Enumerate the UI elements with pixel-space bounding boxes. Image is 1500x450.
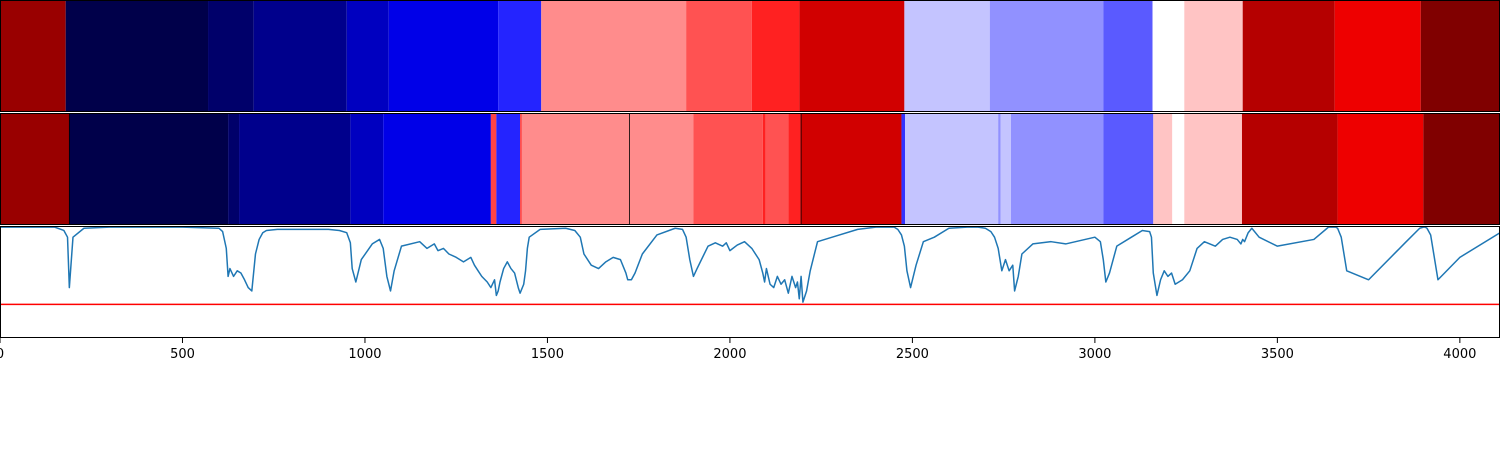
heatmap-segment: [239, 113, 351, 225]
x-tick-label: 0: [0, 347, 4, 362]
heatmap-segment: [1152, 0, 1185, 112]
heatmap-segment: [1420, 0, 1500, 112]
heatmap-strip-top: [0, 0, 1500, 112]
heatmap-segment: [901, 113, 906, 225]
series-line: [0, 226, 1500, 303]
heatmap-segment: [788, 113, 802, 225]
heatmap-segment: [762, 113, 766, 225]
heatmap-segment: [998, 113, 1001, 225]
heatmap-segment: [490, 113, 497, 225]
x-tick-label: 500: [170, 347, 195, 362]
heatmap-segment: [693, 113, 763, 225]
heatmap-segment: [520, 113, 522, 225]
heatmap-segment: [388, 0, 499, 112]
heatmap-segment: [751, 0, 800, 112]
heatmap-segment: [1000, 113, 1011, 225]
heatmap-segment: [1184, 0, 1243, 112]
heatmap-segment: [0, 113, 70, 225]
line-panel: [0, 226, 1500, 338]
heatmap-segment: [541, 0, 687, 112]
heatmap-segment: [0, 0, 66, 112]
x-tick-label: 1000: [348, 347, 381, 362]
heatmap-segment: [1337, 113, 1424, 225]
heatmap-segment: [1010, 113, 1104, 225]
heatmap-segment: [904, 0, 990, 112]
heatmap-segment: [383, 113, 491, 225]
heatmap-segment: [905, 113, 999, 225]
x-tick-label: 4000: [1443, 347, 1476, 362]
heatmap-segment: [1334, 0, 1421, 112]
heatmap-segment: [1103, 113, 1154, 225]
heatmap-segment: [498, 0, 542, 112]
heatmap-segment: [1184, 113, 1242, 225]
heatmap-segment: [765, 113, 789, 225]
heatmap-segment: [208, 0, 254, 112]
heatmap-segment: [1423, 113, 1500, 225]
heatmap-segment: [1242, 0, 1335, 112]
x-tick-label: 2000: [713, 347, 746, 362]
heatmap-segment: [1172, 113, 1185, 225]
heatmap-segment: [801, 113, 902, 225]
x-axis: 0 500 1000 1500 2000 2500 3000 3500 4000: [0, 338, 1476, 362]
x-tick-label: 2500: [896, 347, 929, 362]
heatmap-segment: [228, 113, 240, 225]
line-panel-background: [0, 226, 1500, 338]
heatmap-strip-bottom: [0, 113, 1500, 225]
heatmap-segment: [65, 0, 209, 112]
heatmap-segment: [496, 113, 521, 225]
heatmap-segment: [350, 113, 384, 225]
heatmap-segment: [1153, 113, 1173, 225]
heatmap-segment: [69, 113, 229, 225]
heatmap-segment: [346, 0, 389, 112]
x-tick-label: 1500: [531, 347, 564, 362]
x-tick-label: 3000: [1078, 347, 1111, 362]
x-tick-label: 3500: [1261, 347, 1294, 362]
heatmap-segment: [1241, 113, 1338, 225]
heatmap-segment: [521, 113, 694, 225]
heatmap-segment: [686, 0, 752, 112]
heatmap-segment: [1103, 0, 1153, 112]
heatmap-segment: [253, 0, 347, 112]
heatmap-segment: [989, 0, 1104, 112]
heatmap-segment: [799, 0, 905, 112]
